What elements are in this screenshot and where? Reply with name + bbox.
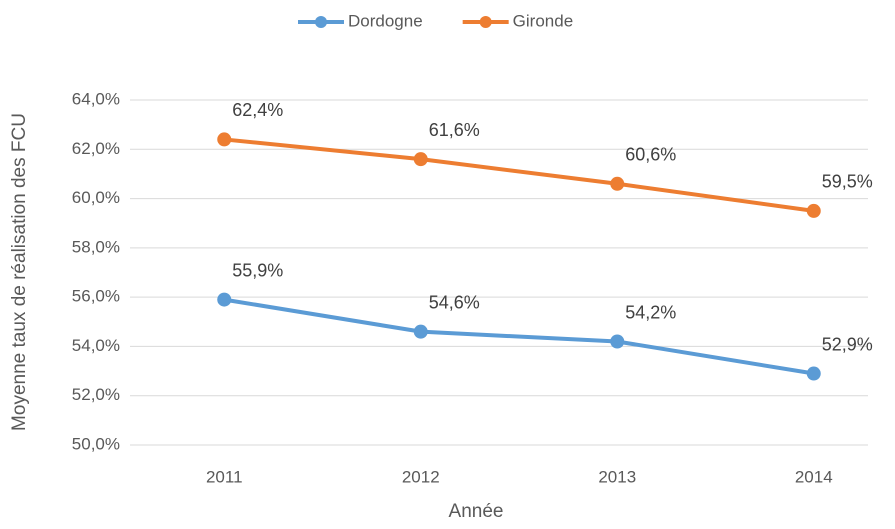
- data-point: [413, 324, 428, 339]
- series-line: [224, 137, 815, 213]
- data-label: 59,5%: [822, 172, 873, 192]
- data-point: [413, 152, 428, 167]
- x-tick-label: 2011: [206, 467, 243, 486]
- legend-marker: [479, 16, 492, 28]
- y-axis-title: Moyenne taux de réalisation des FCU: [9, 113, 30, 431]
- data-point: [806, 203, 821, 218]
- data-point: [610, 334, 625, 349]
- data-label: 52,9%: [822, 334, 873, 354]
- data-label: 54,2%: [625, 302, 676, 322]
- data-label: 61,6%: [429, 120, 480, 140]
- series-line: [223, 297, 815, 376]
- data-label: 60,6%: [625, 145, 676, 165]
- legend-label: Gironde: [513, 11, 573, 30]
- data-point: [217, 292, 232, 307]
- x-tick-label: 2013: [598, 467, 636, 486]
- data-point: [217, 132, 232, 147]
- data-label: 62,4%: [232, 100, 283, 120]
- legend-marker: [315, 16, 327, 28]
- y-tick-label: 56,0%: [72, 287, 120, 306]
- data-label: 54,6%: [429, 292, 480, 312]
- data-label: 55,9%: [232, 260, 283, 280]
- x-axis-title: Année: [449, 501, 504, 522]
- y-tick-label: 60,0%: [72, 188, 120, 207]
- x-tick-label: 2012: [402, 467, 440, 486]
- y-tick-label: 62,0%: [72, 139, 120, 158]
- legend-label: Dordogne: [348, 11, 423, 30]
- data-point: [610, 176, 625, 191]
- y-tick-label: 58,0%: [72, 237, 120, 256]
- y-tick-label: 50,0%: [72, 434, 120, 453]
- data-point: [806, 366, 821, 381]
- y-tick-label: 54,0%: [72, 336, 120, 355]
- y-tick-label: 52,0%: [72, 385, 120, 404]
- y-tick-label: 64,0%: [72, 89, 120, 108]
- x-tick-label: 2014: [795, 467, 833, 486]
